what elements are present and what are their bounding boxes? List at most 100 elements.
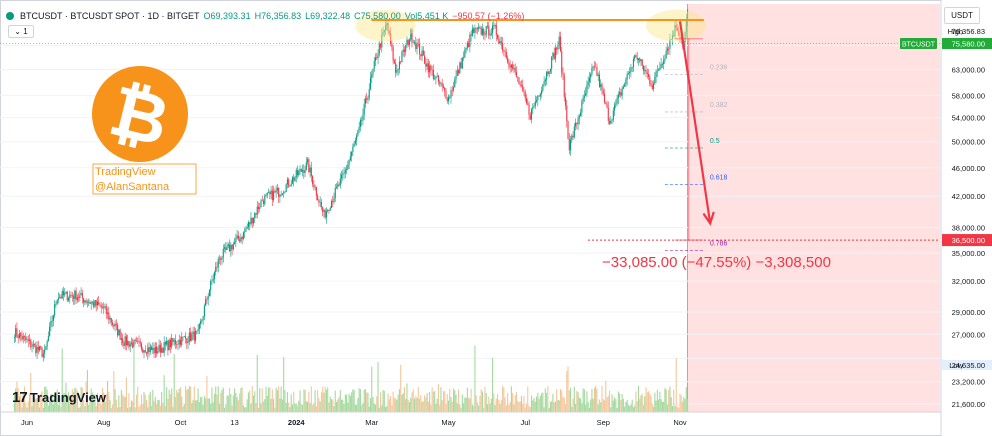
volume-bar — [489, 403, 491, 412]
candle — [429, 65, 431, 73]
volume-bar — [508, 404, 510, 412]
candle — [218, 258, 221, 260]
volume-bar — [115, 399, 117, 412]
tradingview-logo[interactable]: 17 TradingView — [12, 389, 106, 406]
volume-bar — [371, 366, 373, 412]
candle — [294, 177, 296, 181]
volume-bar — [515, 391, 517, 412]
price-tick-label: 21,600.00 — [952, 400, 985, 409]
candle — [236, 235, 238, 239]
candle — [247, 222, 249, 228]
candle — [270, 190, 272, 195]
candle — [675, 25, 677, 29]
volume-bar — [620, 400, 622, 412]
candle — [62, 291, 65, 296]
candle — [327, 209, 329, 212]
candle — [303, 170, 305, 173]
volume-bar — [320, 392, 322, 412]
candle — [464, 49, 466, 58]
volume-bar — [305, 401, 307, 412]
candle — [592, 66, 594, 68]
volume-bar — [366, 392, 368, 412]
volume-bar — [318, 398, 320, 412]
candle — [468, 42, 470, 47]
candle — [98, 301, 100, 305]
price-tick-label: 63,000.00 — [952, 66, 985, 75]
candle — [665, 50, 667, 59]
candle — [325, 211, 327, 218]
volume-bar — [592, 398, 594, 412]
volume-bar — [288, 402, 290, 412]
volume-bar — [586, 391, 588, 412]
time-tick-label: Aug — [97, 418, 110, 427]
volume-bar — [522, 404, 524, 412]
candle — [56, 300, 58, 304]
volume-bar — [504, 397, 506, 412]
projection-arrow[interactable] — [678, 21, 712, 224]
candle — [156, 346, 158, 354]
candle — [640, 59, 642, 62]
candle — [642, 65, 645, 71]
candle — [80, 293, 82, 296]
candle — [183, 336, 185, 338]
volume-bar — [435, 403, 437, 412]
candle — [315, 186, 317, 196]
volume-bar — [183, 403, 185, 412]
candle — [229, 244, 231, 252]
volume-bar — [222, 387, 224, 412]
candle — [143, 350, 145, 353]
volume-bar — [39, 407, 41, 412]
candle — [474, 27, 476, 33]
volume-bar — [310, 386, 312, 412]
candle — [147, 347, 149, 354]
volume-bar — [517, 401, 519, 412]
candle — [559, 36, 562, 52]
candle — [296, 170, 299, 176]
volume-bar — [89, 401, 91, 412]
candle — [449, 96, 451, 98]
volume-bar — [556, 389, 558, 412]
currency-selector[interactable]: USDT — [944, 7, 980, 24]
candle — [490, 32, 492, 36]
tradingview-logo-text: TradingView — [29, 390, 107, 405]
candle — [458, 70, 460, 74]
volume-bar — [398, 389, 400, 412]
volume-bar — [514, 395, 516, 412]
volume-bar — [344, 394, 346, 412]
candle — [25, 336, 27, 340]
candle — [46, 341, 48, 347]
candle — [37, 346, 39, 351]
candle — [179, 339, 182, 345]
candle — [403, 49, 406, 52]
volume-bar — [403, 386, 406, 412]
volume-bar — [646, 392, 648, 412]
bitcoin-logo — [92, 66, 188, 162]
candle — [257, 206, 260, 210]
candle — [447, 96, 450, 102]
candle — [118, 329, 120, 336]
symbol-title[interactable]: BTCUSDT · BTCUSDT SPOT · 1D · BITGET — [20, 11, 200, 21]
candle — [666, 48, 668, 51]
volume-bar — [481, 391, 484, 412]
volume-bar — [397, 394, 399, 412]
volume-bar — [431, 387, 433, 412]
volume-bar — [237, 400, 239, 412]
low-badge — [942, 360, 992, 370]
candle — [64, 293, 66, 296]
candle — [264, 195, 266, 204]
candle — [455, 75, 457, 80]
volume-bar — [471, 404, 473, 412]
candle — [22, 335, 24, 340]
candle — [626, 74, 628, 80]
time-tick-label: 2024 — [288, 418, 306, 427]
volume-bar — [558, 400, 560, 412]
volume-bar — [512, 392, 514, 412]
volume-bar — [151, 405, 153, 412]
indicator-toggle-button[interactable]: ⌄ 1 — [8, 25, 34, 38]
volume-bar — [169, 394, 171, 412]
candle — [676, 28, 679, 31]
volume-bar — [76, 391, 78, 412]
volume-bar — [252, 395, 255, 412]
candle — [568, 138, 570, 151]
